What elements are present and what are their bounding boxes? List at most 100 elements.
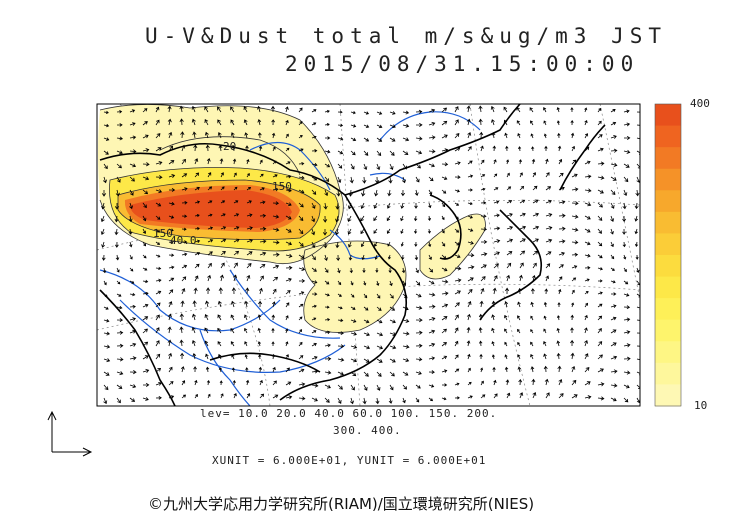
wind-arrow [115,254,120,261]
colorbar-min-label: 10 [694,399,708,412]
colorbar-swatch [655,276,681,299]
wind-arrow [362,397,367,405]
wind-arrow [168,241,174,245]
colorbar [654,103,682,407]
wind-arrow [584,202,592,207]
wind-arrow [298,134,303,139]
wind-arrow [571,265,578,269]
wind-arrow [129,292,136,297]
wind-arrow [584,366,590,373]
wind-arrow [270,105,275,112]
wind-arrow [571,173,578,178]
wind-arrow [387,241,391,247]
wind-arrow [350,150,356,156]
wind-arrow [103,358,111,363]
wind-arrow [454,202,460,206]
wind-arrow [246,186,252,191]
wind-arrow [259,251,267,256]
wind-arrow [570,339,575,347]
wind-arrow [285,341,289,347]
wind-arrow [100,228,105,235]
wind-arrow [467,174,474,178]
wind-arrow [428,384,435,388]
wind-arrow [597,120,602,126]
wind-arrow [493,275,498,282]
wind-arrow [272,240,280,245]
wind-arrow [415,280,421,286]
wind-arrow [375,397,380,405]
wind-arrow [428,108,436,113]
wind-arrow [467,353,471,360]
wind-arrow [389,319,396,324]
wind-arrow [246,226,253,231]
wind-arrow [180,366,185,373]
wind-arrow [519,212,526,217]
wind-arrow [467,202,473,206]
wind-arrow [480,380,484,386]
wind-arrow [322,215,328,223]
wind-arrow [571,187,579,192]
wind-arrow [505,287,510,295]
wind-arrow [116,267,120,273]
wind-arrow [231,145,236,152]
wind-arrow [324,317,331,322]
wind-arrow [337,280,342,286]
wind-arrow [467,265,475,270]
wind-arrow [361,254,365,261]
wind-arrow [363,345,371,350]
wind-arrow [103,344,111,349]
wind-arrow [324,293,330,297]
wind-arrow [129,342,137,347]
wind-arrow [363,280,367,286]
wind-arrow [570,107,574,113]
wind-arrow [272,214,280,219]
wind-arrow [376,280,380,286]
wind-arrow [517,301,521,308]
wind-arrow [129,122,136,126]
wind-arrow [129,254,133,260]
wind-arrow [400,202,405,209]
wind-arrow [480,264,487,269]
wind-arrow [441,228,445,234]
wind-arrow [545,238,553,243]
wind-arrow [428,135,436,140]
wind-arrow [230,314,235,321]
wind-arrow [454,302,460,308]
wind-arrow [233,213,240,217]
wind-arrow [506,225,514,230]
wind-arrow [272,288,277,295]
wind-arrow [532,262,537,269]
wind-arrow [285,228,292,233]
wind-arrow [480,252,488,257]
wind-arrow [360,228,365,235]
wind-arrow [441,202,446,208]
wind-arrow [479,131,484,139]
wind-arrow [415,293,422,298]
wind-arrow [610,162,618,167]
wind-arrow [636,293,640,298]
wind-arrow [142,189,149,195]
wind-arrow [386,228,391,234]
wind-arrow [232,379,236,386]
wind-arrow [350,293,355,298]
wind-arrow [415,357,423,362]
wind-arrow [204,119,209,126]
wind-arrow [597,175,605,180]
wind-arrow [272,160,277,165]
wind-arrow [493,200,500,204]
wind-arrow [480,227,488,232]
wind-arrow [415,330,423,335]
wind-arrow [389,293,394,299]
wind-arrow [207,213,213,217]
wind-arrow [142,316,149,321]
wind-arrow [388,176,393,184]
wind-arrow [311,383,319,388]
wind-arrow [245,379,250,386]
wind-arrow [400,228,404,234]
wind-arrow [558,276,563,282]
wind-arrow [519,185,525,191]
wind-arrow [571,277,577,282]
wind-arrow [116,176,121,183]
wind-arrow [597,189,604,194]
wind-arrow [298,189,305,194]
